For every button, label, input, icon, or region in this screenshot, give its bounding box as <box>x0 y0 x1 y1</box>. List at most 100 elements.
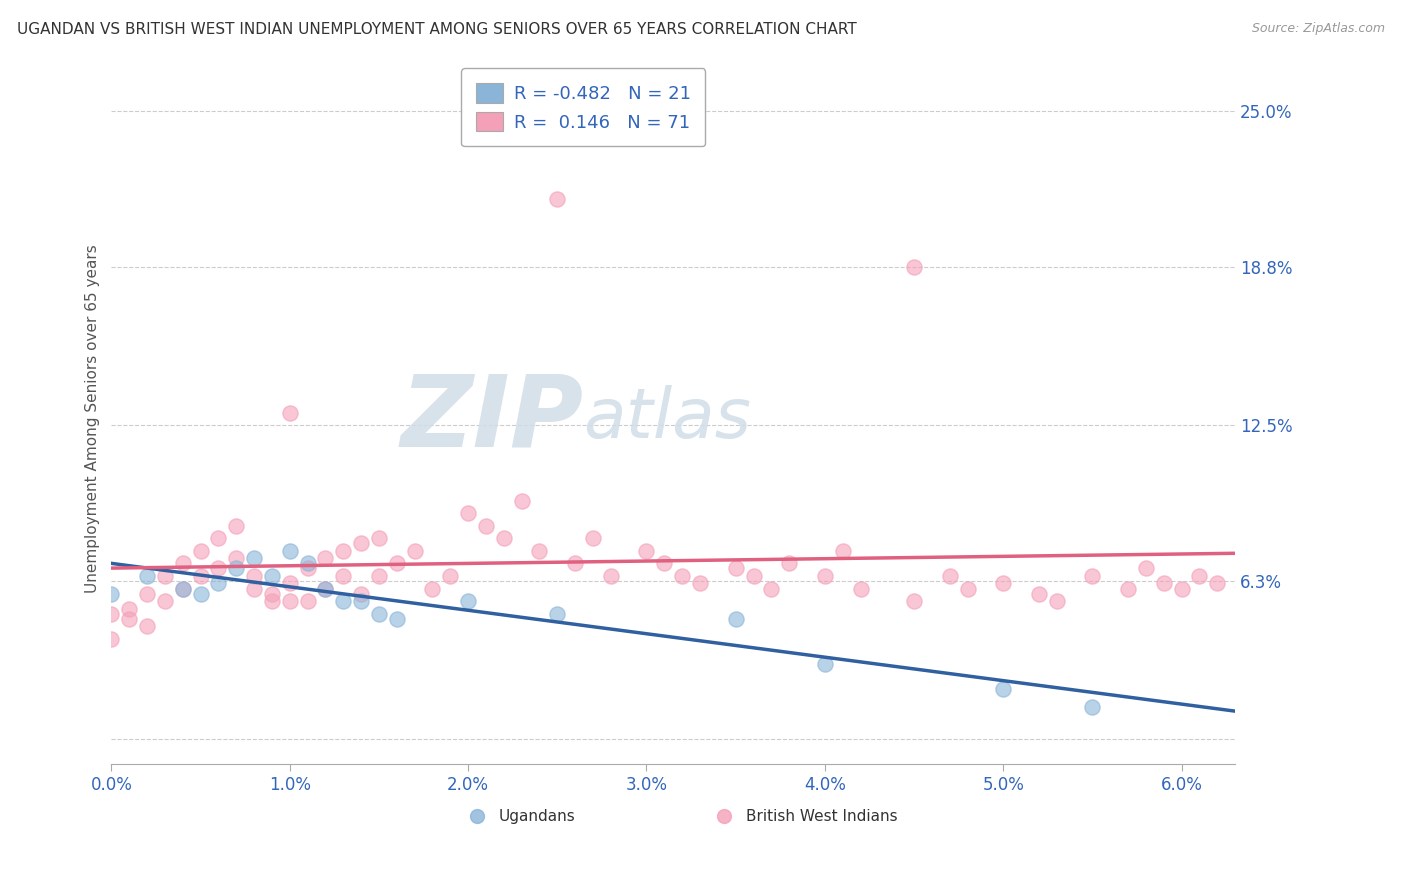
Point <box>404 544 426 558</box>
Point <box>439 569 461 583</box>
Point <box>599 569 621 583</box>
Point <box>368 569 391 583</box>
Legend: R = -0.482   N = 21, R =  0.146   N = 71: R = -0.482 N = 21, R = 0.146 N = 71 <box>461 69 706 146</box>
Point <box>190 544 212 558</box>
Point <box>422 582 444 596</box>
Point <box>297 557 319 571</box>
Point <box>136 586 159 600</box>
Point <box>368 531 391 545</box>
Point <box>332 544 354 558</box>
Point <box>761 582 783 596</box>
Point <box>225 551 247 566</box>
Point <box>1206 576 1229 591</box>
Point <box>564 557 586 571</box>
Point <box>1046 594 1069 608</box>
Point <box>546 192 568 206</box>
Point <box>475 518 498 533</box>
Point <box>1081 569 1104 583</box>
Point <box>368 607 391 621</box>
Point <box>652 557 675 571</box>
Point <box>724 612 747 626</box>
Point <box>956 582 979 596</box>
Point <box>225 518 247 533</box>
Text: atlas: atlas <box>583 385 751 452</box>
Point <box>689 576 711 591</box>
Point <box>172 557 194 571</box>
Text: British West Indians: British West Indians <box>747 809 898 824</box>
Point <box>546 607 568 621</box>
Text: Source: ZipAtlas.com: Source: ZipAtlas.com <box>1251 22 1385 36</box>
Point <box>492 531 515 545</box>
Point <box>350 586 373 600</box>
Point <box>1170 582 1192 596</box>
Point <box>100 632 122 646</box>
Point <box>314 551 336 566</box>
Point <box>457 594 479 608</box>
Point <box>118 601 141 615</box>
Point <box>314 582 336 596</box>
Text: ZIP: ZIP <box>401 370 583 467</box>
Point <box>350 594 373 608</box>
Point <box>1028 586 1050 600</box>
Point <box>332 594 354 608</box>
Point <box>207 576 229 591</box>
Point <box>153 594 176 608</box>
Point <box>100 607 122 621</box>
Y-axis label: Unemployment Among Seniors over 65 years: Unemployment Among Seniors over 65 years <box>86 244 100 593</box>
Point <box>903 594 925 608</box>
Point <box>207 561 229 575</box>
Point <box>297 561 319 575</box>
Point <box>742 569 765 583</box>
Point <box>278 594 301 608</box>
Point <box>278 544 301 558</box>
Point <box>529 544 551 558</box>
Point <box>136 569 159 583</box>
Point <box>814 657 837 671</box>
Point <box>207 531 229 545</box>
Point <box>1153 576 1175 591</box>
Point <box>671 569 693 583</box>
Point <box>1116 582 1139 596</box>
Point <box>814 569 837 583</box>
Point <box>136 619 159 633</box>
Point <box>385 612 408 626</box>
Point <box>225 561 247 575</box>
Point <box>314 582 336 596</box>
Point <box>849 582 872 596</box>
Point <box>938 569 960 583</box>
Point <box>903 260 925 274</box>
Point <box>153 569 176 583</box>
Point <box>993 576 1015 591</box>
Text: Ugandans: Ugandans <box>499 809 576 824</box>
Point <box>1188 569 1211 583</box>
Point <box>385 557 408 571</box>
Point <box>243 569 266 583</box>
Point <box>190 586 212 600</box>
Point <box>510 493 533 508</box>
Point <box>1135 561 1157 575</box>
Point <box>260 569 283 583</box>
Point <box>724 561 747 575</box>
Point <box>243 582 266 596</box>
Point <box>172 582 194 596</box>
Point <box>993 681 1015 696</box>
Point <box>636 544 658 558</box>
Point <box>831 544 853 558</box>
Point <box>457 506 479 520</box>
Point <box>582 531 605 545</box>
Point <box>332 569 354 583</box>
Point <box>190 569 212 583</box>
Text: UGANDAN VS BRITISH WEST INDIAN UNEMPLOYMENT AMONG SENIORS OVER 65 YEARS CORRELAT: UGANDAN VS BRITISH WEST INDIAN UNEMPLOYM… <box>17 22 856 37</box>
Point <box>172 582 194 596</box>
Point <box>350 536 373 550</box>
Point <box>297 594 319 608</box>
Point <box>100 586 122 600</box>
Point <box>260 594 283 608</box>
Point <box>1081 699 1104 714</box>
Point <box>260 586 283 600</box>
Point <box>278 406 301 420</box>
Point <box>778 557 800 571</box>
Point <box>118 612 141 626</box>
Point <box>243 551 266 566</box>
Point <box>278 576 301 591</box>
